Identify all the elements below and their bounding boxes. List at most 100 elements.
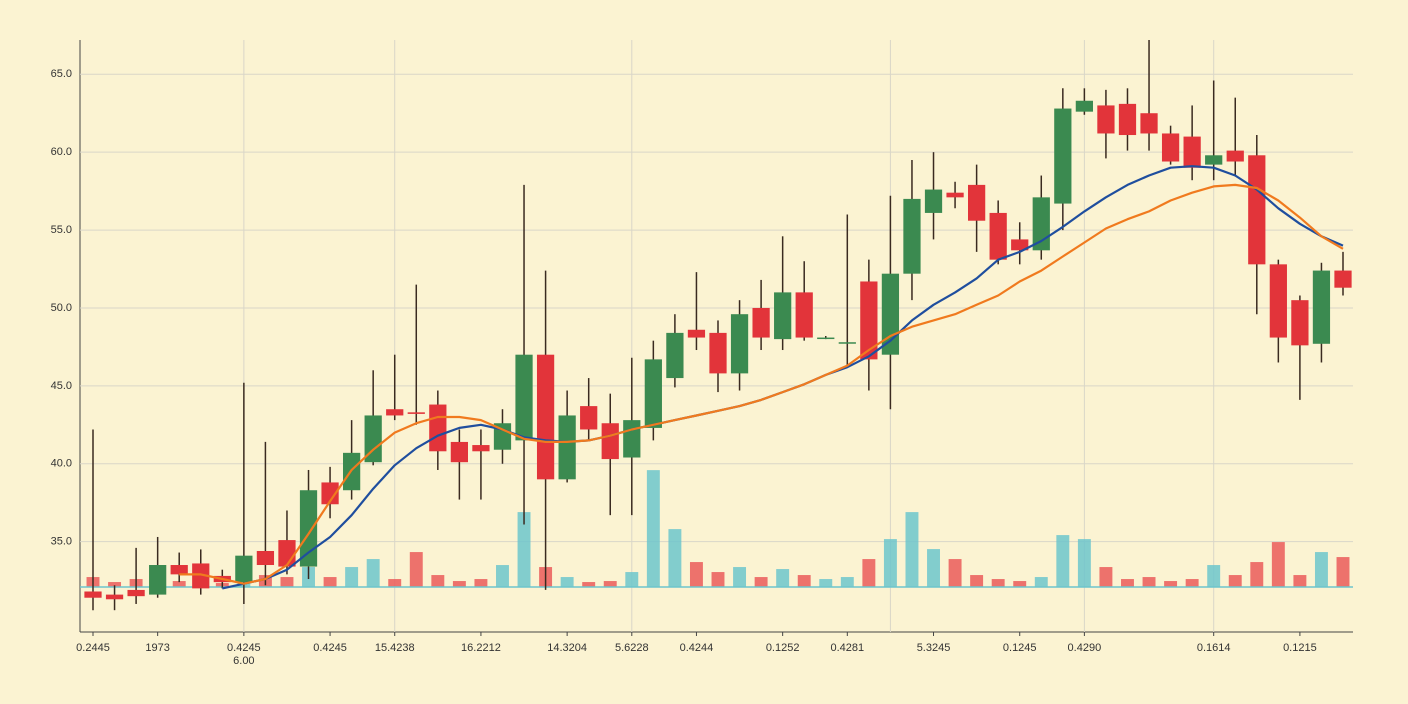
candle-body — [256, 550, 275, 566]
candle-body — [299, 490, 318, 567]
candle-body — [687, 329, 706, 338]
candle-body — [644, 359, 662, 428]
x-tick-label: 5.6228 — [615, 642, 649, 654]
candle-body — [278, 540, 296, 567]
volume-bar — [883, 539, 897, 588]
candle-body — [170, 565, 188, 575]
x-tick-label: 0.4245 — [227, 642, 261, 654]
x-tick-label: 5.3245 — [917, 642, 951, 654]
volume-bar — [1250, 562, 1264, 588]
x-tick-label: 0.1245 — [1003, 642, 1037, 654]
candle-body — [1075, 100, 1093, 112]
x-tick-label: 0.4244 — [680, 642, 714, 654]
volume-bar — [409, 552, 423, 588]
x-tick-label: 0.1614 — [1197, 642, 1231, 654]
y-tick-label: 45.0 — [51, 380, 72, 392]
volume-bar — [366, 559, 380, 588]
candle-body — [558, 415, 576, 480]
volume-bar — [1164, 581, 1178, 588]
candle-body — [795, 292, 813, 338]
volume-bar — [431, 575, 445, 588]
candle-body — [774, 292, 792, 340]
volume-bar — [1013, 581, 1027, 588]
candle-body — [666, 332, 684, 379]
x-tick-label: 0.1215 — [1283, 642, 1317, 654]
volume-bar — [905, 512, 919, 588]
candle-body — [730, 314, 749, 374]
volume-bar — [797, 575, 811, 588]
candle-body — [817, 337, 835, 340]
candle-body — [407, 412, 425, 414]
volume-bar — [776, 569, 790, 588]
volume-bar — [603, 581, 617, 588]
candle-body — [429, 404, 447, 452]
candle-body — [580, 406, 598, 430]
volume-bar — [388, 579, 402, 588]
volume-bar — [108, 582, 122, 588]
candle-body — [364, 415, 382, 463]
volume-bar — [1314, 552, 1328, 588]
candle-body — [105, 594, 124, 600]
x-tick-label: 0.4290 — [1068, 642, 1102, 654]
candle-body — [235, 555, 253, 583]
x-tick-label: 1973 — [145, 642, 169, 654]
candle-body — [1312, 270, 1331, 344]
candle-body — [386, 409, 404, 416]
volume-bar — [172, 581, 186, 588]
candle-body — [1269, 264, 1287, 338]
volume-bar — [1271, 542, 1285, 588]
y-tick-label: 60.0 — [51, 146, 72, 158]
candle-body — [903, 198, 921, 274]
candle-body — [968, 184, 986, 221]
y-tick-label: 50.0 — [51, 302, 72, 314]
y-tick-label: 35.0 — [51, 536, 72, 548]
volume-bar — [474, 579, 488, 588]
volume-bar — [1228, 575, 1242, 588]
volume-bar — [452, 581, 466, 588]
candle-body — [946, 192, 964, 198]
volume-bar — [582, 582, 596, 588]
candle-body — [1334, 270, 1352, 288]
x-tick-label: 0.4245 — [313, 642, 347, 654]
volume-bar — [1121, 579, 1134, 588]
candle-body — [1205, 155, 1223, 165]
candle-body — [1097, 105, 1115, 134]
volume-bar — [1077, 539, 1091, 588]
x-tick-label: 15.4238 — [375, 642, 415, 654]
volume-bar — [1336, 557, 1350, 588]
volume-bar — [948, 559, 962, 588]
candle-body — [989, 212, 1007, 260]
volume-bar — [970, 575, 984, 588]
volume-bar — [646, 470, 660, 588]
x-tick-label: 16.2212 — [461, 642, 501, 654]
volume-bar — [517, 512, 531, 588]
candle-body — [860, 281, 878, 360]
candle-body — [881, 273, 900, 355]
volume-bar — [625, 572, 639, 588]
candle-body — [450, 441, 468, 463]
candle-body — [493, 423, 512, 450]
volume-bar — [1056, 535, 1070, 588]
annotation: 6.00 — [233, 655, 254, 667]
volume-bar — [819, 579, 833, 588]
volume-bar — [560, 577, 574, 588]
candle-body — [1226, 150, 1244, 162]
volume-bar — [1185, 579, 1199, 588]
volume-bar — [1099, 567, 1113, 588]
candle-body — [515, 354, 533, 441]
candle-body — [1183, 136, 1201, 168]
candle-body — [1011, 239, 1029, 251]
candle-body — [472, 445, 490, 452]
candle-body — [149, 565, 167, 595]
volume-bar — [840, 577, 854, 588]
y-tick-label: 65.0 — [51, 68, 72, 80]
candle-body — [1161, 133, 1180, 162]
candle-body — [838, 342, 856, 344]
candle-body — [752, 307, 770, 338]
moving-average-line — [179, 183, 1344, 585]
candle-body — [192, 563, 210, 589]
volume-bar — [323, 577, 337, 588]
volume-bar — [280, 577, 294, 588]
candle-body — [1140, 113, 1158, 134]
